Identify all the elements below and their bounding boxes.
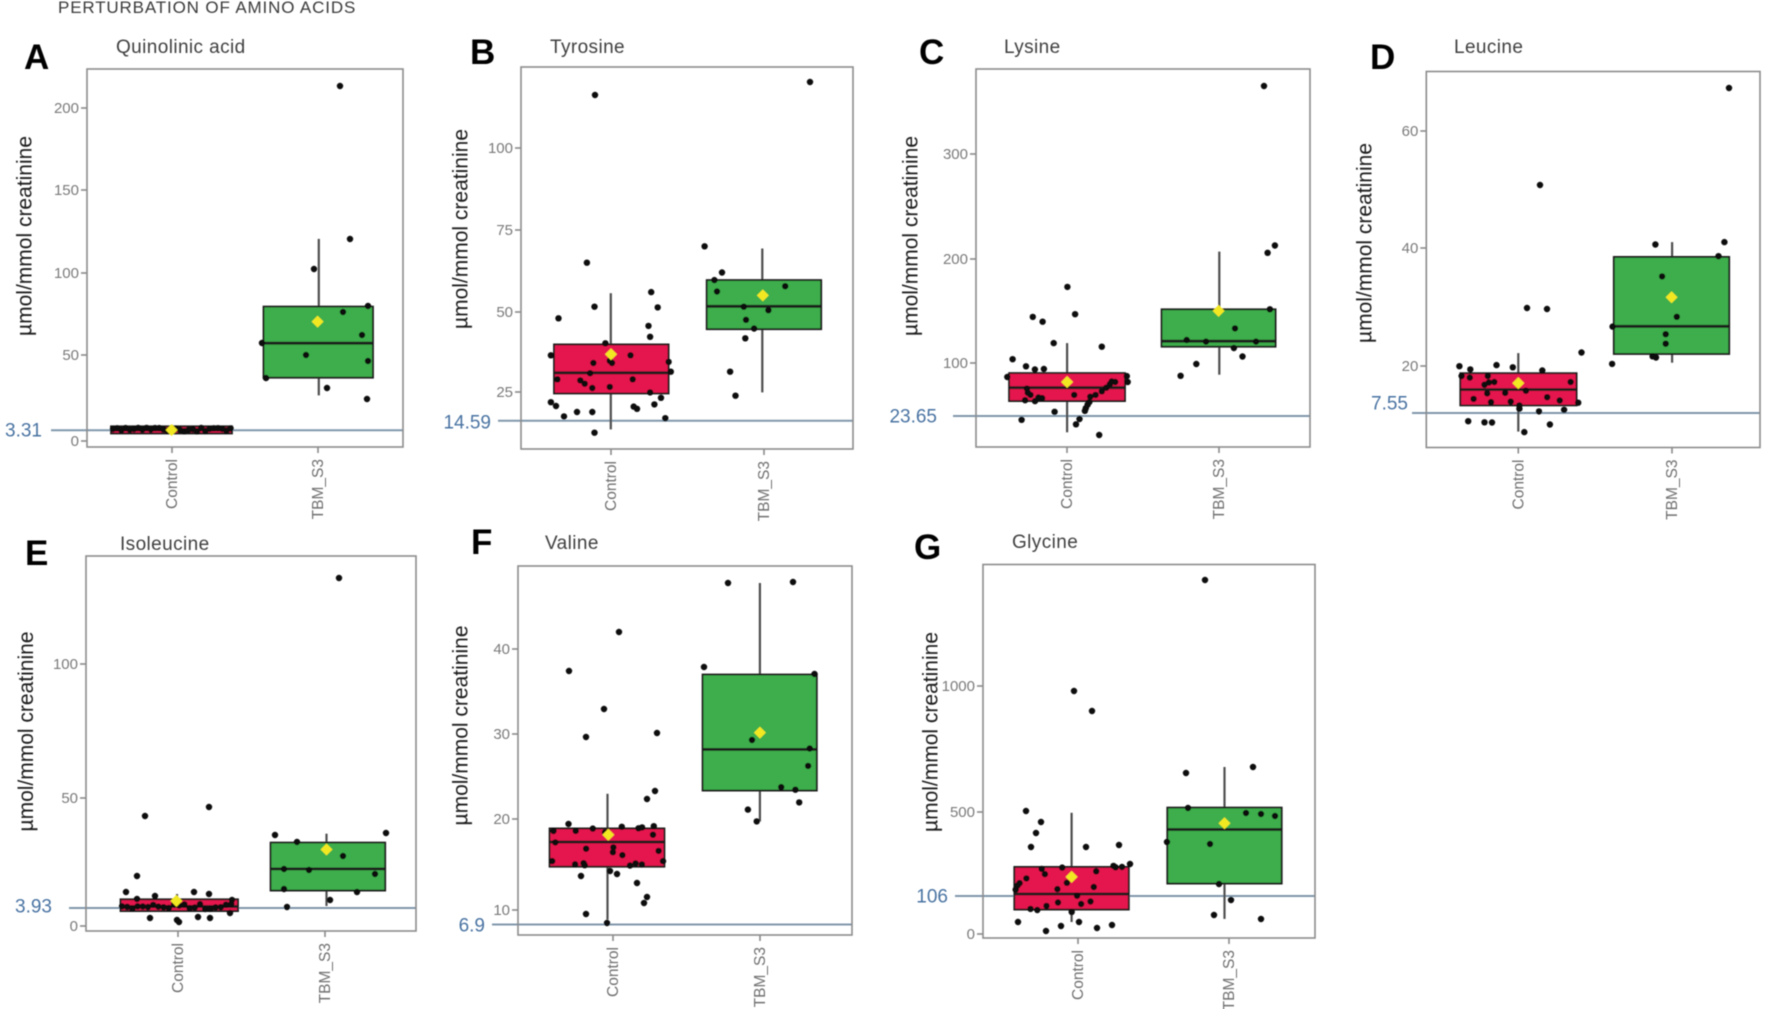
svg-text:Leucine: Leucine (1454, 37, 1523, 58)
svg-text:µmol/mmol creatinine: µmol/mmol creatinine (450, 129, 473, 329)
svg-text:TBM_S3: TBM_S3 (756, 461, 773, 521)
svg-text:Valine: Valine (545, 533, 599, 554)
svg-text:Isoleucine: Isoleucine (120, 534, 210, 555)
svg-text:40: 40 (493, 641, 510, 658)
svg-text:TBM_S3: TBM_S3 (1664, 460, 1681, 520)
svg-text:µmol/mmol creatinine: µmol/mmol creatinine (14, 136, 37, 336)
svg-text:PERTURBATION OF AMINO ACIDS: PERTURBATION OF AMINO ACIDS (58, 0, 356, 17)
svg-text:G: G (914, 528, 941, 567)
svg-text:µmol/mmol creatinine: µmol/mmol creatinine (15, 632, 38, 832)
svg-text:C: C (919, 33, 944, 72)
svg-text:500: 500 (950, 804, 975, 821)
svg-text:106: 106 (916, 887, 948, 908)
svg-text:Control: Control (1510, 460, 1527, 510)
svg-text:1000: 1000 (942, 678, 975, 695)
svg-text:50: 50 (61, 790, 78, 807)
svg-text:TBM_S3: TBM_S3 (1221, 950, 1238, 1009)
svg-text:100: 100 (488, 140, 513, 157)
svg-text:TBM_S3: TBM_S3 (752, 947, 769, 1007)
svg-text:200: 200 (54, 100, 79, 117)
svg-text:14.59: 14.59 (443, 413, 491, 434)
svg-text:Lysine: Lysine (1004, 37, 1061, 58)
svg-text:6.9: 6.9 (459, 916, 485, 937)
svg-text:7.55: 7.55 (1371, 394, 1408, 415)
svg-text:50: 50 (496, 304, 513, 321)
svg-text:µmol/mmol creatinine: µmol/mmol creatinine (450, 626, 473, 826)
svg-text:B: B (470, 33, 495, 72)
svg-text:TBM_S3: TBM_S3 (1211, 459, 1228, 519)
svg-text:20: 20 (1402, 358, 1419, 375)
svg-text:150: 150 (54, 182, 79, 199)
svg-text:10: 10 (493, 902, 510, 919)
svg-text:0: 0 (71, 433, 79, 450)
svg-text:300: 300 (943, 146, 968, 163)
svg-text:23.65: 23.65 (889, 407, 937, 428)
svg-text:100: 100 (53, 656, 78, 673)
svg-text:D: D (1370, 38, 1395, 77)
svg-text:40: 40 (1402, 240, 1419, 257)
svg-text:TBM_S3: TBM_S3 (310, 459, 327, 519)
svg-text:Control: Control (603, 461, 620, 511)
svg-text:µmol/mmol creatinine: µmol/mmol creatinine (900, 136, 923, 336)
svg-text:3.93: 3.93 (15, 897, 52, 918)
svg-text:Control: Control (605, 947, 622, 997)
svg-text:3.31: 3.31 (5, 421, 42, 442)
svg-text:0: 0 (967, 926, 975, 943)
svg-text:20: 20 (493, 811, 510, 828)
svg-text:Tyrosine: Tyrosine (550, 37, 625, 58)
svg-text:Control: Control (1059, 459, 1076, 509)
svg-text:µmol/mmol creatinine: µmol/mmol creatinine (1354, 143, 1377, 343)
svg-text:Control: Control (1070, 950, 1087, 1000)
svg-text:200: 200 (943, 251, 968, 268)
svg-text:A: A (24, 38, 49, 77)
svg-text:Quinolinic acid: Quinolinic acid (116, 37, 246, 58)
svg-text:0: 0 (70, 918, 78, 935)
svg-text:Control: Control (164, 459, 181, 509)
svg-text:100: 100 (943, 355, 968, 372)
svg-text:µmol/mmol creatinine: µmol/mmol creatinine (920, 632, 943, 832)
svg-text:100: 100 (54, 265, 79, 282)
svg-text:TBM_S3: TBM_S3 (317, 943, 334, 1003)
svg-text:Control: Control (170, 943, 187, 993)
svg-text:Glycine: Glycine (1012, 532, 1078, 553)
svg-text:E: E (25, 534, 48, 573)
svg-text:50: 50 (62, 347, 79, 364)
svg-text:25: 25 (496, 384, 513, 401)
svg-text:30: 30 (493, 726, 510, 743)
svg-text:60: 60 (1402, 123, 1419, 140)
svg-text:75: 75 (496, 222, 513, 239)
svg-text:F: F (471, 523, 492, 562)
